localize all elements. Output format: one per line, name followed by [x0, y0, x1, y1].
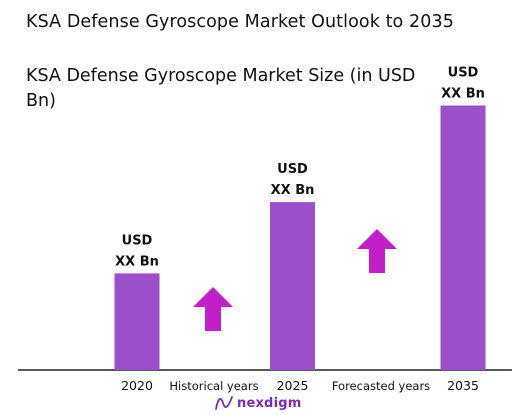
chart-title: KSA Defense Gyroscope Market Size (in US…	[26, 66, 416, 111]
bar-2025	[270, 202, 315, 370]
data-label-value: XX Bn	[115, 254, 159, 269]
bar-2035	[440, 105, 486, 370]
period-label: Historical years	[169, 379, 258, 393]
data-label-currency: USD	[277, 162, 308, 177]
nexdigm-logo: nexdigm	[214, 392, 301, 414]
nexdigm-wave-icon	[215, 396, 233, 410]
x-tick-label: 2020	[121, 378, 153, 393]
data-label-currency: USD	[448, 66, 479, 81]
logo-text: nexdigm	[237, 395, 302, 411]
data-label-value: XX Bn	[441, 87, 485, 102]
x-tick-label: 2035	[447, 378, 479, 393]
period-label: Forecasted years	[332, 379, 430, 393]
x-tick-label: 2025	[277, 378, 309, 393]
arrow-up-icon	[357, 229, 397, 273]
arrow-up-icon	[193, 287, 233, 331]
bar-2020	[114, 273, 160, 370]
page-title: KSA Defense Gyroscope Market Outlook to …	[26, 12, 454, 32]
data-label-value: XX Bn	[271, 183, 315, 198]
data-label-currency: USD	[122, 233, 153, 248]
